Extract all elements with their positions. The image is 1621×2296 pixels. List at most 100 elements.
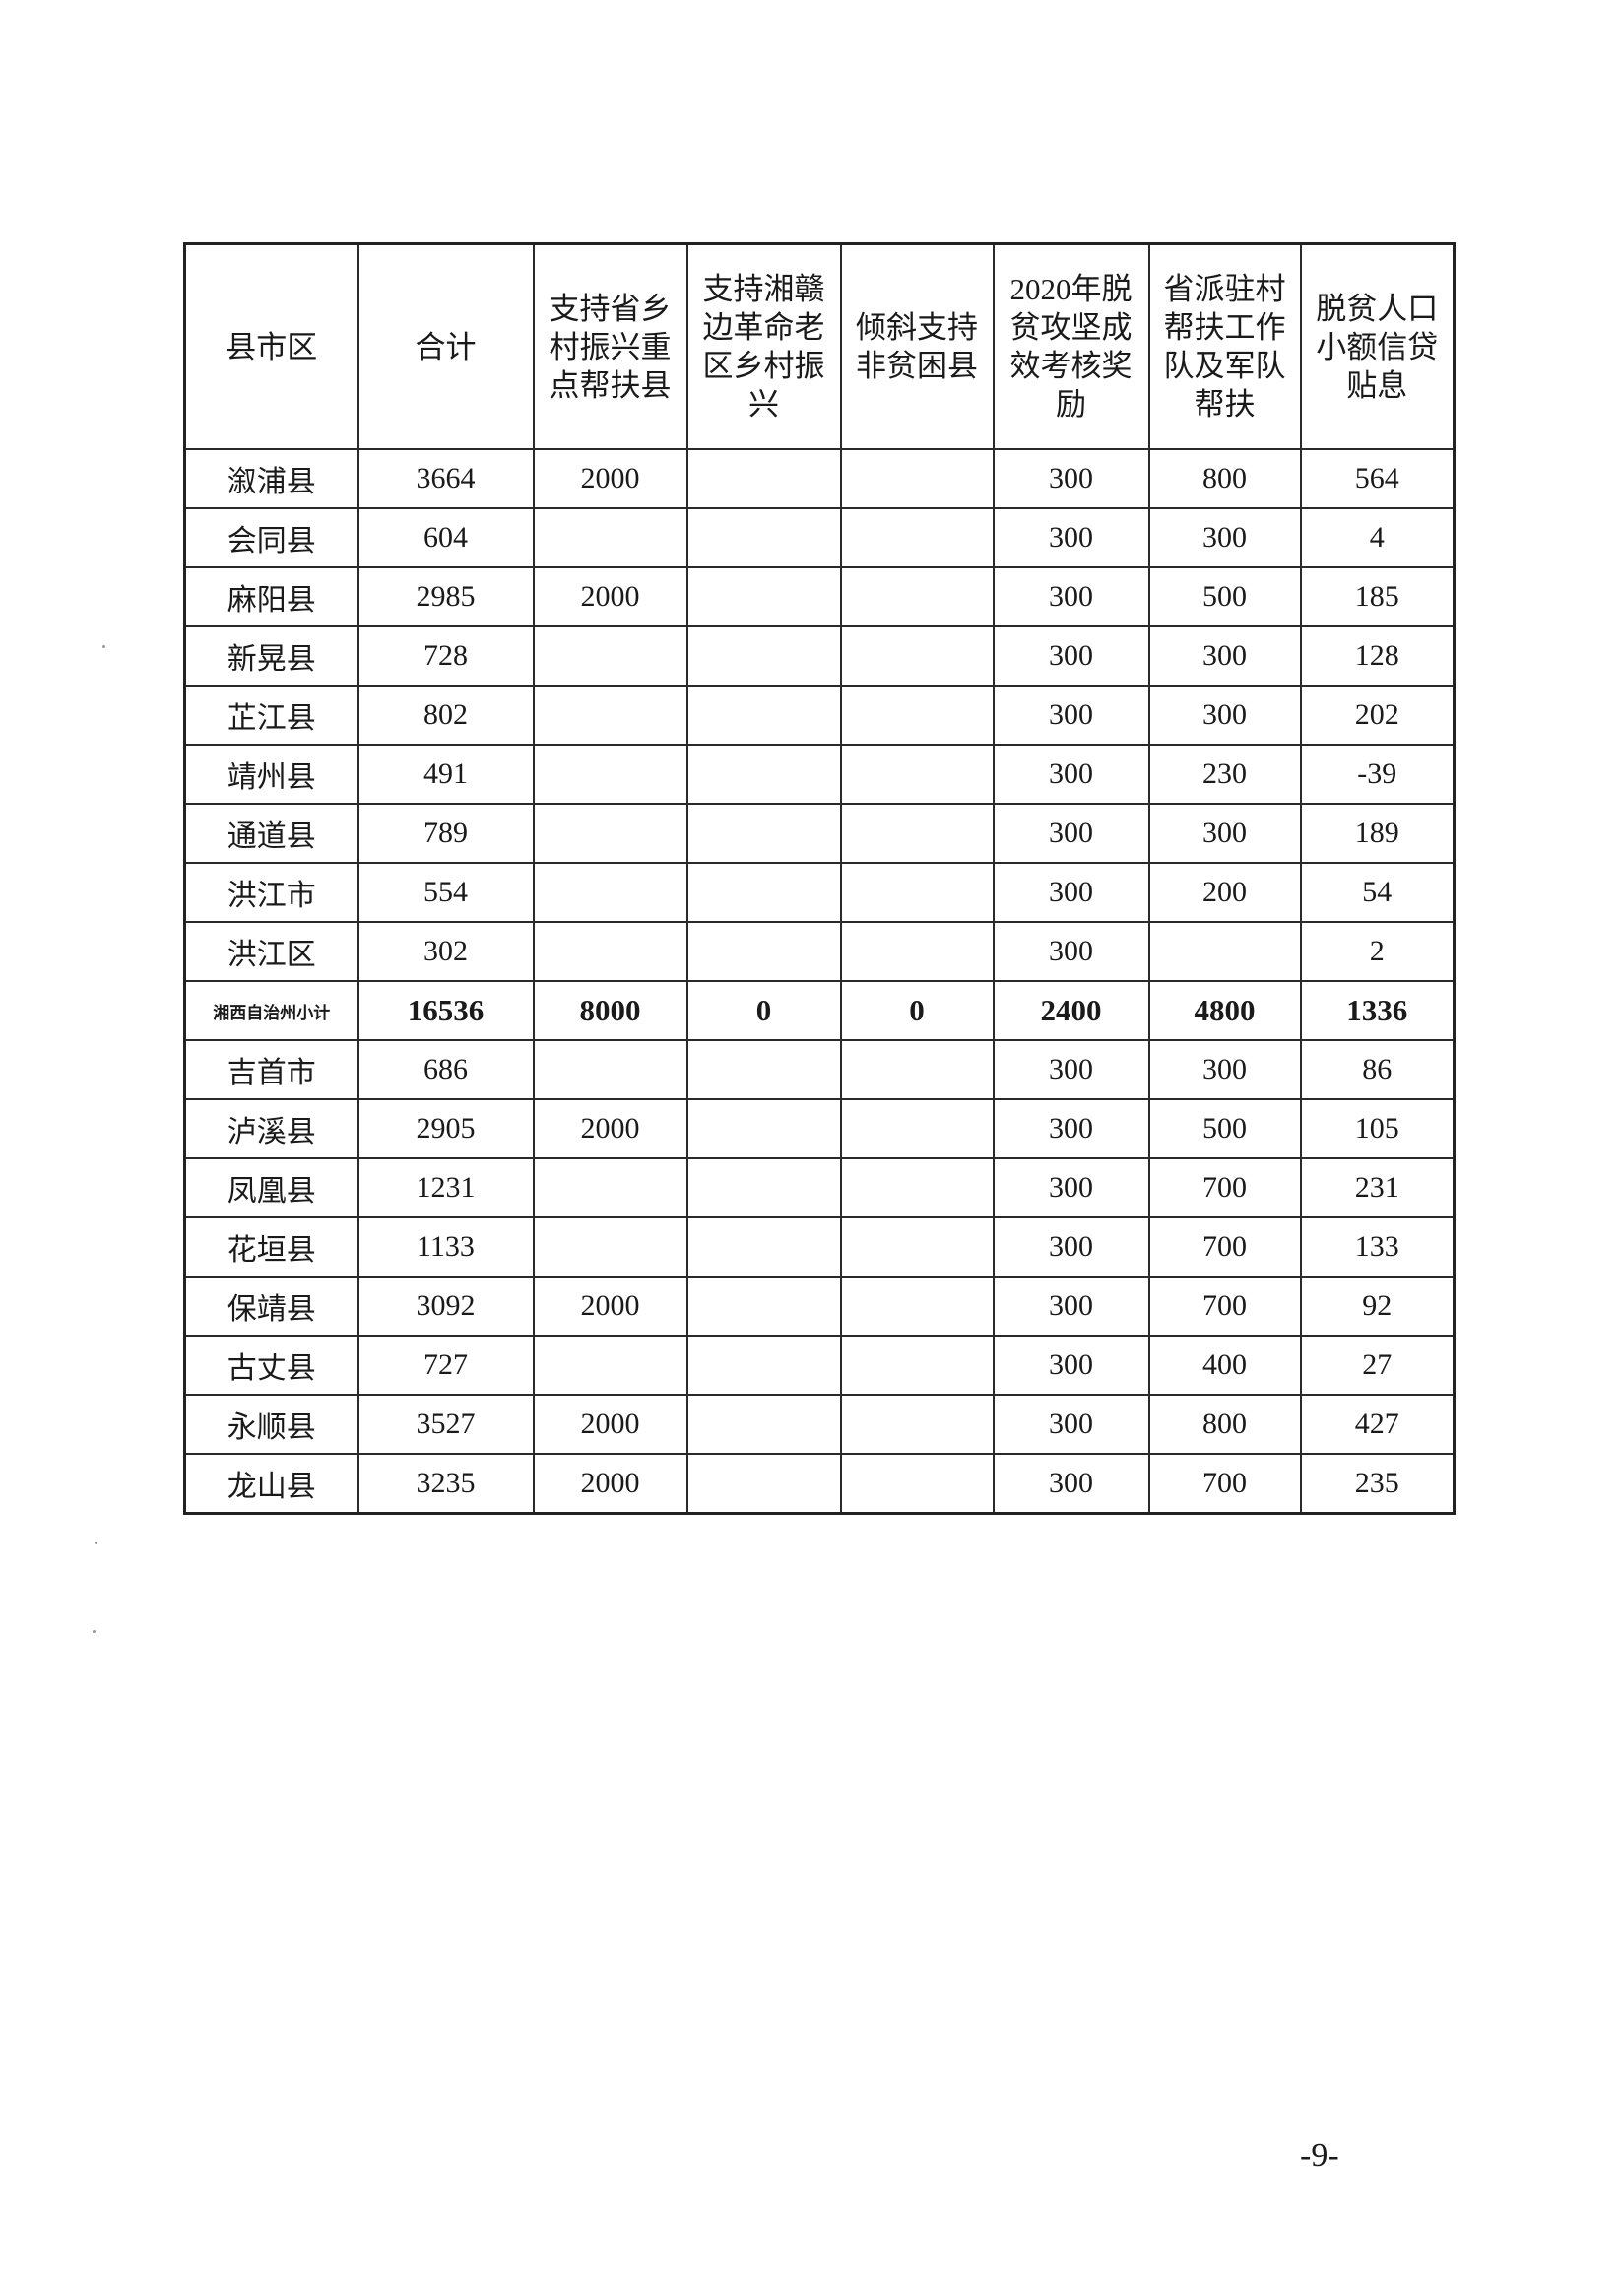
county-name-cell: 龙山县 xyxy=(183,1453,359,1515)
value-cell: 727 xyxy=(357,1335,535,1396)
value-cell: 202 xyxy=(1299,685,1456,746)
value-cell: 800 xyxy=(1147,1394,1302,1455)
value-cell: 500 xyxy=(1147,1098,1302,1159)
table-row: 洪江区 302 300 2 xyxy=(183,921,1456,982)
value-cell: 2 xyxy=(1299,921,1456,982)
table-row: 花垣县 1133 300 700 133 xyxy=(183,1216,1456,1278)
value-cell: 554 xyxy=(357,862,535,923)
table-row: 洪江市 554 300 200 54 xyxy=(183,862,1456,923)
column-header-label: 合计 xyxy=(415,329,477,364)
value-cell: 4800 xyxy=(1147,980,1302,1041)
value-cell: 2985 xyxy=(357,566,535,627)
value-cell xyxy=(839,625,995,687)
value-cell: 802 xyxy=(357,685,535,746)
value-cell xyxy=(685,1157,842,1218)
value-cell: 54 xyxy=(1299,862,1456,923)
value-cell xyxy=(532,744,688,805)
county-name-cell: 洪江市 xyxy=(183,862,359,923)
table-header-row: 县市区 合计 支持省乡村振兴重点帮扶县 支持湘赣边革命老区乡村振兴 倾斜支持非贫困县 20… xyxy=(183,242,1456,450)
column-header-label: 县市区 xyxy=(226,329,318,364)
value-cell xyxy=(685,1453,842,1515)
value-cell: 200 xyxy=(1147,862,1302,923)
value-cell: -39 xyxy=(1299,744,1456,805)
value-cell xyxy=(839,862,995,923)
value-cell: 231 xyxy=(1299,1157,1456,1218)
county-name-cell: 凤凰县 xyxy=(183,1157,359,1218)
column-header-label: 脱贫人口小额信贷贴息 xyxy=(1316,291,1439,403)
value-cell: 789 xyxy=(357,803,535,864)
column-header-label: 倾斜支持非贫困县 xyxy=(856,310,978,383)
value-cell: 2000 xyxy=(532,448,688,509)
value-cell: 564 xyxy=(1299,448,1456,509)
table-row: 溆浦县 3664 2000 300 800 564 xyxy=(183,448,1456,509)
value-cell xyxy=(839,1098,995,1159)
value-cell: 300 xyxy=(992,566,1150,627)
value-cell: 86 xyxy=(1299,1039,1456,1100)
column-header: 倾斜支持非贫困县 xyxy=(839,242,995,450)
value-cell: 300 xyxy=(992,448,1150,509)
value-cell: 300 xyxy=(992,685,1150,746)
column-header: 县市区 xyxy=(183,242,359,450)
value-cell: 2000 xyxy=(532,1394,688,1455)
value-cell: 3527 xyxy=(357,1394,535,1455)
value-cell: 491 xyxy=(357,744,535,805)
value-cell xyxy=(685,685,842,746)
county-name-cell: 麻阳县 xyxy=(183,566,359,627)
value-cell xyxy=(685,1394,842,1455)
value-cell xyxy=(532,1216,688,1278)
value-cell xyxy=(685,1276,842,1337)
column-header-label: 支持湘赣边革命老区乡村振兴 xyxy=(702,272,825,422)
value-cell xyxy=(685,1216,842,1278)
value-cell: 300 xyxy=(1147,625,1302,687)
value-cell: 300 xyxy=(992,1157,1150,1218)
value-cell: 300 xyxy=(992,625,1150,687)
county-name-cell: 古丈县 xyxy=(183,1335,359,1396)
county-name-cell: 花垣县 xyxy=(183,1216,359,1278)
value-cell: 700 xyxy=(1147,1276,1302,1337)
value-cell xyxy=(839,507,995,568)
value-cell xyxy=(839,1216,995,1278)
value-cell: 27 xyxy=(1299,1335,1456,1396)
county-name-cell: 新晃县 xyxy=(183,625,359,687)
value-cell: 686 xyxy=(357,1039,535,1100)
value-cell xyxy=(839,1394,995,1455)
value-cell xyxy=(839,566,995,627)
subtotal-row: 湘西自治州小计 16536 8000 0 0 2400 4800 1336 xyxy=(183,980,1456,1041)
value-cell: 1231 xyxy=(357,1157,535,1218)
value-cell xyxy=(839,921,995,982)
value-cell xyxy=(839,803,995,864)
value-cell: 302 xyxy=(357,921,535,982)
column-header-label: 省派驻村帮扶工作队及军队帮扶 xyxy=(1163,272,1286,422)
value-cell: 300 xyxy=(992,1335,1150,1396)
value-cell: 105 xyxy=(1299,1098,1456,1159)
value-cell: 2000 xyxy=(532,1453,688,1515)
allocation-table: 县市区 合计 支持省乡村振兴重点帮扶县 支持湘赣边革命老区乡村振兴 倾斜支持非贫困县 20… xyxy=(183,242,1456,1515)
value-cell: 300 xyxy=(992,1039,1150,1100)
value-cell: 300 xyxy=(992,1394,1150,1455)
value-cell xyxy=(685,1039,842,1100)
value-cell: 2905 xyxy=(357,1098,535,1159)
value-cell: 3235 xyxy=(357,1453,535,1515)
value-cell xyxy=(685,625,842,687)
table-row: 吉首市 686 300 300 86 xyxy=(183,1039,1456,1100)
value-cell: 300 xyxy=(992,507,1150,568)
value-cell: 700 xyxy=(1147,1453,1302,1515)
value-cell xyxy=(839,1157,995,1218)
value-cell xyxy=(532,625,688,687)
value-cell xyxy=(685,566,842,627)
value-cell: 300 xyxy=(992,1276,1150,1337)
value-cell: 604 xyxy=(357,507,535,568)
county-name-cell: 溆浦县 xyxy=(183,448,359,509)
table-row: 新晃县 728 300 300 128 xyxy=(183,625,1456,687)
value-cell: 2000 xyxy=(532,1276,688,1337)
value-cell xyxy=(839,448,995,509)
column-header: 省派驻村帮扶工作队及军队帮扶 xyxy=(1147,242,1302,450)
table-row: 芷江县 802 300 300 202 xyxy=(183,685,1456,746)
value-cell: 128 xyxy=(1299,625,1456,687)
value-cell: 230 xyxy=(1147,744,1302,805)
county-name-cell: 保靖县 xyxy=(183,1276,359,1337)
column-header: 2020年脱贫攻坚成效考核奖励 xyxy=(992,242,1150,450)
value-cell xyxy=(532,862,688,923)
column-header-label: 支持省乡村振兴重点帮扶县 xyxy=(549,291,672,403)
county-name-cell: 靖州县 xyxy=(183,744,359,805)
